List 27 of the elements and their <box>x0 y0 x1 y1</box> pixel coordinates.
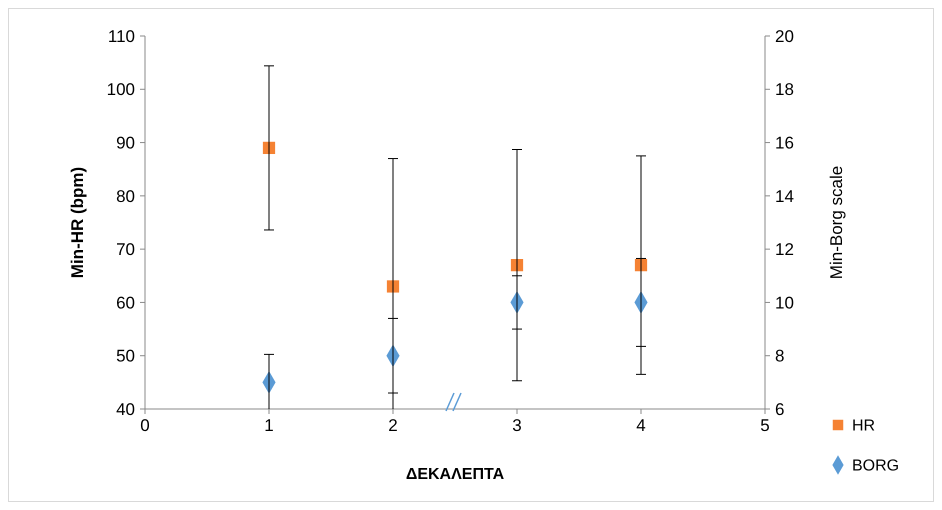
y2-tick-label: 20 <box>775 26 794 46</box>
x-tick-label: 2 <box>388 416 398 435</box>
y2-tick-label: 16 <box>775 134 794 153</box>
y-tick-label: 110 <box>108 26 135 46</box>
y-tick-label: 60 <box>116 293 135 312</box>
x-axis-title: ΔΕΚΑΛΕΠΤΑ <box>406 466 505 483</box>
y2-tick-label: 6 <box>775 400 784 419</box>
y-tick-label: 80 <box>116 186 135 206</box>
y-tick-label: 100 <box>106 80 135 100</box>
y-axis-title: Min-HR (bpm) <box>68 166 87 278</box>
x-tick-label: 4 <box>636 416 646 435</box>
x-tick-label: 0 <box>140 416 150 435</box>
legend-label: HR <box>852 418 876 435</box>
y2-tick-label: 14 <box>775 186 794 206</box>
y-tick-label: 90 <box>116 134 135 153</box>
y-tick-label: 40 <box>116 400 135 419</box>
y2-tick-label: 12 <box>775 240 794 260</box>
x-tick-label: 3 <box>512 416 522 435</box>
x-tick-label: 1 <box>264 416 274 435</box>
y-tick-label: 50 <box>116 346 135 366</box>
y2-axis-title: Min-Borg scale <box>827 166 846 280</box>
x-tick-label: 5 <box>760 416 770 435</box>
legend-label: BORG <box>852 458 900 475</box>
y-tick-label: 70 <box>116 240 135 260</box>
y2-tick-label: 10 <box>775 293 794 312</box>
y2-tick-label: 8 <box>775 346 784 366</box>
y2-tick-label: 18 <box>775 80 794 100</box>
